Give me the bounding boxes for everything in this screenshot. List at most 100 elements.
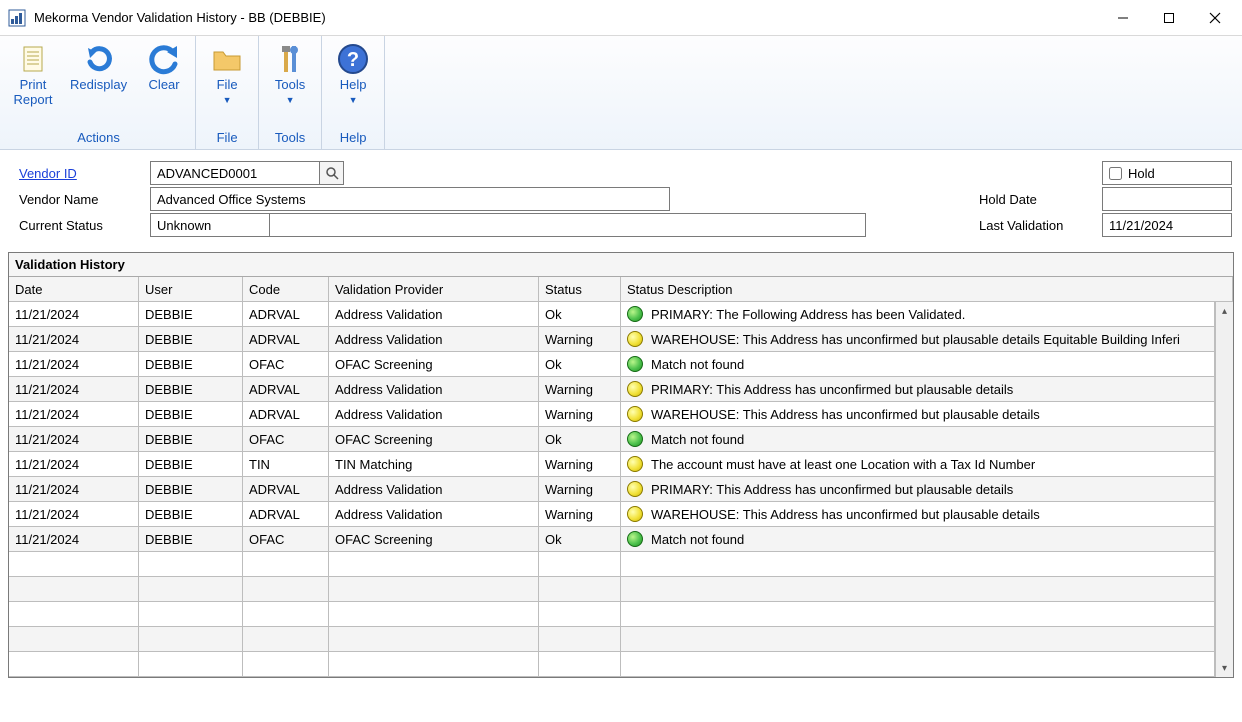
grid-column-header[interactable]: User <box>139 277 243 302</box>
table-cell: DEBBIE <box>139 477 243 502</box>
table-cell: 11/21/2024 <box>9 452 139 477</box>
vendor-id-lookup-button[interactable] <box>320 161 344 185</box>
table-cell <box>621 552 1215 577</box>
clear-button[interactable]: Clear <box>135 40 193 95</box>
table-cell: Address Validation <box>329 327 539 352</box>
print-button[interactable]: PrintReport <box>4 40 62 110</box>
vendor-id-value: ADVANCED0001 <box>157 166 257 181</box>
status-description-text: Match not found <box>651 432 744 447</box>
table-cell: Warning <box>539 477 621 502</box>
table-cell: 11/21/2024 <box>9 527 139 552</box>
status-description-text: PRIMARY: The Following Address has been … <box>651 307 965 322</box>
table-cell: Warning <box>539 452 621 477</box>
grid-column-header[interactable]: Status Description <box>621 277 1233 302</box>
table-cell <box>139 602 243 627</box>
table-cell <box>539 627 621 652</box>
tools-button[interactable]: Tools▼ <box>261 40 319 107</box>
table-cell: OFAC <box>243 427 329 452</box>
grid-scrollbar[interactable]: ▴ ▾ <box>1215 302 1233 677</box>
table-cell: ADRVAL <box>243 327 329 352</box>
svg-text:?: ? <box>347 49 359 71</box>
table-cell: DEBBIE <box>139 402 243 427</box>
chevron-down-icon: ▼ <box>349 95 358 105</box>
status-description-text: WAREHOUSE: This Address has unconfirmed … <box>651 407 1040 422</box>
table-row[interactable]: 11/21/2024DEBBIEOFACOFAC ScreeningOkMatc… <box>9 352 1215 377</box>
scroll-up-arrow-icon[interactable]: ▴ <box>1216 302 1233 320</box>
table-row[interactable] <box>9 652 1215 677</box>
table-cell <box>329 627 539 652</box>
validation-history-grid: Validation History DateUserCodeValidatio… <box>8 252 1234 678</box>
table-cell: TIN <box>243 452 329 477</box>
grid-column-header[interactable]: Date <box>9 277 139 302</box>
vendor-name-label: Vendor Name <box>12 187 150 211</box>
ribbon-group-label: Actions <box>4 128 193 149</box>
table-cell <box>329 652 539 677</box>
table-cell <box>243 652 329 677</box>
table-cell <box>539 602 621 627</box>
table-cell: Ok <box>539 352 621 377</box>
table-row[interactable]: 11/21/2024DEBBIEADRVALAddress Validation… <box>9 477 1215 502</box>
undo-icon <box>147 42 181 76</box>
table-row[interactable] <box>9 552 1215 577</box>
table-row[interactable]: 11/21/2024DEBBIEADRVALAddress Validation… <box>9 302 1215 327</box>
hold-checkbox[interactable] <box>1109 167 1122 180</box>
status-description-text: Match not found <box>651 357 744 372</box>
table-cell: 11/21/2024 <box>9 477 139 502</box>
table-cell: Match not found <box>621 352 1215 377</box>
last-validation-label: Last Validation <box>972 213 1102 237</box>
grid-column-header[interactable]: Validation Provider <box>329 277 539 302</box>
header-form: Vendor ID ADVANCED0001 Hold Vendor Name … <box>0 150 1242 244</box>
file-button[interactable]: File▼ <box>198 40 256 107</box>
hold-checkbox-cell[interactable]: Hold <box>1102 161 1232 185</box>
table-row[interactable] <box>9 627 1215 652</box>
table-row[interactable]: 11/21/2024DEBBIETINTIN MatchingWarningTh… <box>9 452 1215 477</box>
help-button[interactable]: ?Help▼ <box>324 40 382 107</box>
table-cell: 11/21/2024 <box>9 327 139 352</box>
current-status-label: Current Status <box>12 213 150 237</box>
table-row[interactable]: 11/21/2024DEBBIEOFACOFAC ScreeningOkMatc… <box>9 427 1215 452</box>
table-cell <box>243 627 329 652</box>
table-row[interactable] <box>9 602 1215 627</box>
close-button[interactable] <box>1192 3 1238 33</box>
table-cell <box>539 577 621 602</box>
table-cell: 11/21/2024 <box>9 502 139 527</box>
vendor-id-field[interactable]: ADVANCED0001 <box>150 161 320 185</box>
tools-button-label: Tools <box>275 78 305 93</box>
window-title: Mekorma Vendor Validation History - BB (… <box>34 10 326 25</box>
folder-icon <box>210 42 244 76</box>
table-row[interactable]: 11/21/2024DEBBIEADRVALAddress Validation… <box>9 402 1215 427</box>
redisplay-button[interactable]: Redisplay <box>62 40 135 95</box>
table-cell: Address Validation <box>329 402 539 427</box>
table-cell: Match not found <box>621 427 1215 452</box>
maximize-button[interactable] <box>1146 3 1192 33</box>
hold-date-field <box>1102 187 1232 211</box>
table-cell <box>139 627 243 652</box>
table-cell <box>329 602 539 627</box>
table-row[interactable]: 11/21/2024DEBBIEADRVALAddress Validation… <box>9 502 1215 527</box>
table-row[interactable]: 11/21/2024DEBBIEADRVALAddress Validation… <box>9 377 1215 402</box>
table-row[interactable]: 11/21/2024DEBBIEADRVALAddress Validation… <box>9 327 1215 352</box>
vendor-id-label[interactable]: Vendor ID <box>12 161 150 185</box>
status-description-text: The account must have at least one Locat… <box>651 457 1035 472</box>
table-row[interactable]: 11/21/2024DEBBIEOFACOFAC ScreeningOkMatc… <box>9 527 1215 552</box>
grid: DateUserCodeValidation ProviderStatusSta… <box>9 277 1233 677</box>
table-cell: 11/21/2024 <box>9 352 139 377</box>
table-cell: OFAC Screening <box>329 527 539 552</box>
table-cell <box>9 552 139 577</box>
table-cell: TIN Matching <box>329 452 539 477</box>
table-cell: 11/21/2024 <box>9 402 139 427</box>
status-description-text: WAREHOUSE: This Address has unconfirmed … <box>651 507 1040 522</box>
grid-column-header[interactable]: Code <box>243 277 329 302</box>
table-cell <box>539 552 621 577</box>
status-ok-icon <box>627 531 643 547</box>
minimize-button[interactable] <box>1100 3 1146 33</box>
table-cell: OFAC <box>243 527 329 552</box>
grid-column-header[interactable]: Status <box>539 277 621 302</box>
table-cell: Warning <box>539 377 621 402</box>
table-row[interactable] <box>9 577 1215 602</box>
table-cell: PRIMARY: The Following Address has been … <box>621 302 1215 327</box>
table-cell: WAREHOUSE: This Address has unconfirmed … <box>621 502 1215 527</box>
status-warning-icon <box>627 506 643 522</box>
ribbon-group-label: File <box>198 128 256 149</box>
scroll-down-arrow-icon[interactable]: ▾ <box>1216 659 1233 677</box>
